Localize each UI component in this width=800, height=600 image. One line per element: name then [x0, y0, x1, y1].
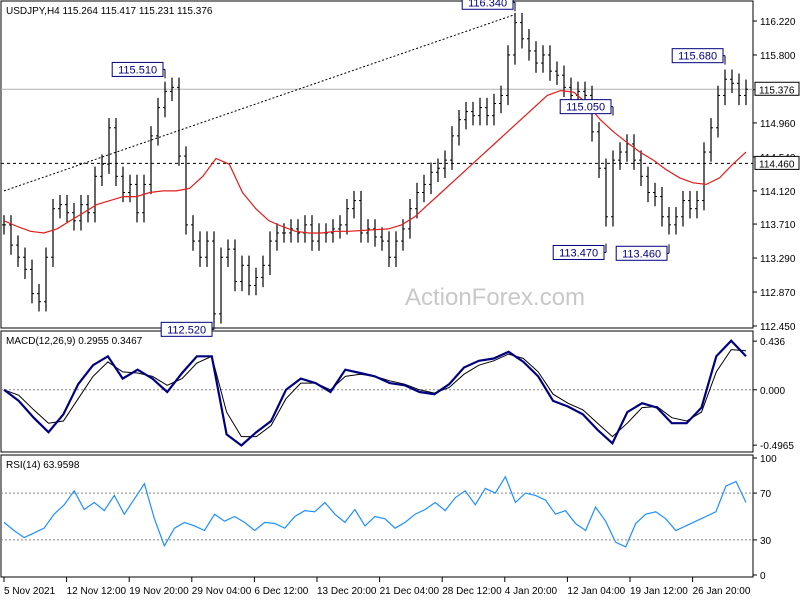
annotation-box [559, 99, 612, 115]
annotation-box [552, 244, 605, 260]
price-annotations: 115.510 112.520 116.340 113.470 115.050 113.4… [111, 0, 726, 337]
macd-tick-label: -0.4965 [760, 441, 794, 452]
current-price-box [754, 81, 800, 96]
price-tick-label: 114.120 [760, 187, 796, 198]
rsi-panel-frame [0, 454, 754, 578]
x-tick-label: 26 Jan 20:00 [693, 586, 751, 597]
annotation-box [160, 321, 213, 337]
macd-series [1, 339, 753, 447]
x-tick-label: 5 Nov 2021 [4, 586, 56, 597]
annotation-label: 113.460 [622, 248, 661, 260]
symbol-header: USDJPY,H4 115.264 115.417 115.231 115.37… [6, 6, 213, 17]
x-tick-label: 19 Jan 12:00 [630, 586, 688, 597]
annotation-box [615, 245, 668, 261]
price-tick-label: 112.450 [760, 322, 796, 333]
x-tick-label: 21 Dec 04:00 [380, 586, 440, 597]
rsi-tick-label: 100 [760, 454, 777, 465]
x-tick-label: 12 Jan 04:00 [567, 586, 625, 597]
moving-average-line [3, 89, 747, 234]
price-gridlines [1, 88, 753, 164]
annotation-label: 115.510 [118, 64, 157, 76]
x-axis: 5 Nov 2021 12 Nov 12:00 19 Nov 20:00 29 Nov… [3, 577, 751, 597]
annotation-box [671, 48, 724, 64]
annotation-label: 116.340 [468, 0, 507, 9]
annotation-label: 115.680 [678, 51, 717, 63]
price-tick-label: 113.710 [760, 220, 796, 231]
annotation-label: 112.520 [167, 324, 206, 336]
annotation-box [461, 0, 514, 10]
rsi-label: RSI(14) 63.9598 [6, 460, 80, 471]
x-tick-label: 19 Nov 20:00 [129, 586, 189, 597]
rsi-tick-label: 0 [760, 571, 766, 582]
rsi-series [1, 475, 753, 548]
macd-axis: 0.436 0.000 -0.4965 [753, 337, 794, 452]
annotation-label: 115.050 [566, 102, 605, 114]
reference-level-label: 114.460 [759, 159, 795, 170]
x-tick-label: 6 Dec 12:00 [254, 586, 308, 597]
annotation-label: 113.470 [559, 247, 598, 259]
macd-label: MACD(12,26,9) 0.2955 0.3467 [6, 336, 143, 347]
price-tick-label: 116.220 [760, 17, 796, 28]
x-tick-label: 13 Dec 20:00 [317, 586, 377, 597]
price-tick-label: 113.290 [760, 254, 796, 265]
x-tick-label: 4 Jan 20:00 [505, 586, 558, 597]
rsi-tick-label: 30 [760, 536, 772, 547]
current-price-label: 115.376 [759, 85, 795, 96]
price-panel-frame [0, 0, 754, 329]
rsi-tick-label: 70 [760, 489, 772, 500]
x-tick-label: 29 Nov 04:00 [192, 586, 252, 597]
price-axis: 116.220115.800115.370114.960114.540114.1… [753, 17, 800, 333]
annotation-box [111, 61, 164, 77]
macd-tick-label: 0.436 [760, 337, 785, 348]
price-tick-label: 115.800 [760, 51, 796, 62]
price-tick-label: 112.870 [760, 288, 796, 299]
reference-level-box [754, 155, 800, 170]
price-tick-label: 114.960 [760, 119, 796, 130]
price-series [2, 12, 748, 324]
x-tick-label: 12 Nov 12:00 [67, 586, 127, 597]
macd-line [3, 339, 747, 447]
rsi-line [3, 475, 747, 548]
watermark: ActionForex.com [405, 284, 585, 311]
x-tick-label: 28 Dec 12:00 [442, 586, 502, 597]
macd-tick-label: 0.000 [760, 386, 785, 397]
rsi-axis: 100 70 30 0 [753, 454, 777, 582]
macd-panel-frame [0, 330, 754, 453]
